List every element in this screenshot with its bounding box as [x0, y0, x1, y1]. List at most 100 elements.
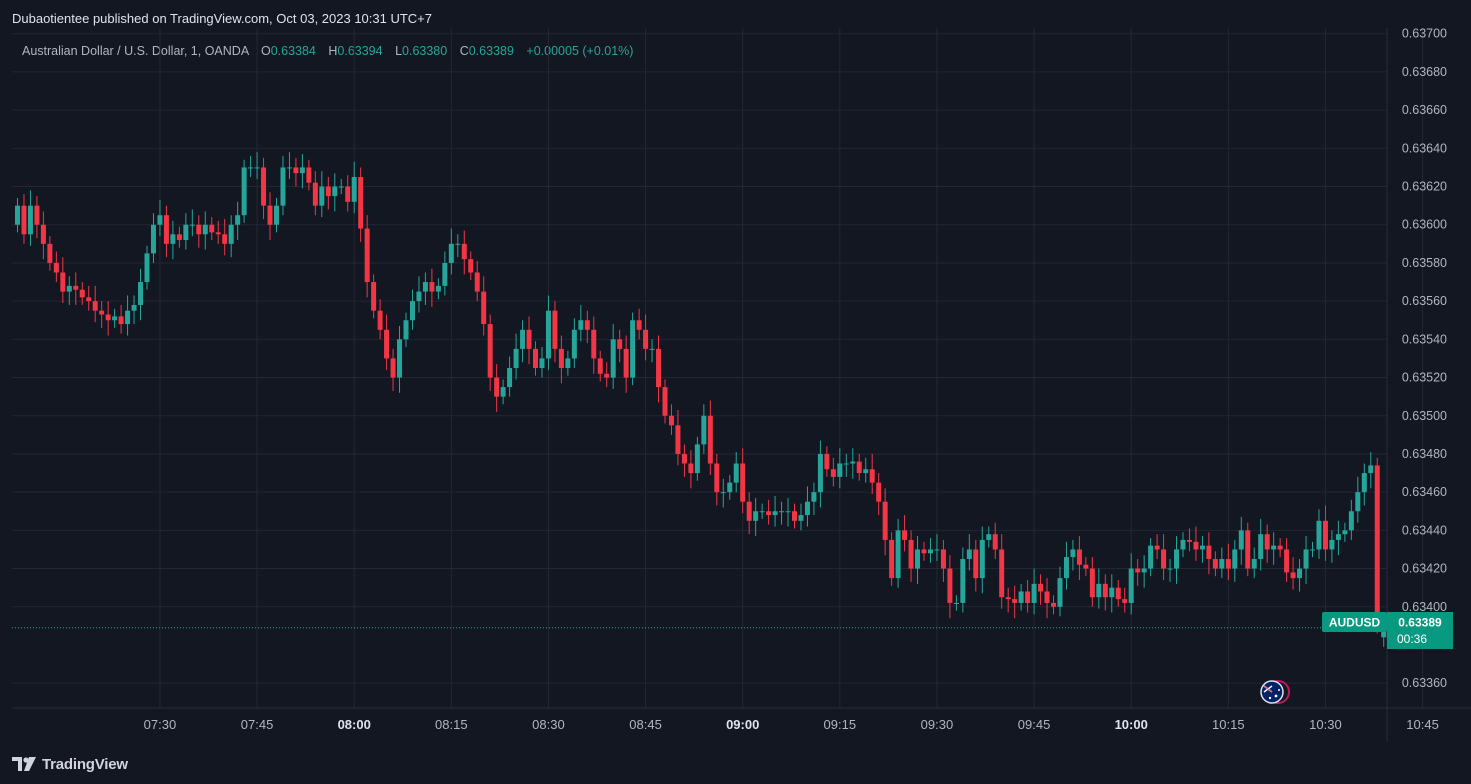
candle — [1044, 578, 1050, 619]
candle — [1031, 568, 1037, 615]
candle-body — [1141, 568, 1147, 573]
candle-body — [34, 205, 40, 225]
symbol-description[interactable]: Australian Dollar / U.S. Dollar, 1, OAND… — [22, 44, 249, 58]
candle — [1238, 516, 1244, 565]
candle — [1193, 526, 1199, 561]
candle-body — [604, 373, 610, 378]
candle — [1361, 463, 1367, 506]
candle-body — [1329, 539, 1335, 550]
candle — [21, 194, 27, 244]
candle — [882, 488, 888, 556]
candle-body — [908, 539, 914, 569]
symbol-tag-bg — [1322, 612, 1387, 632]
candle — [1141, 555, 1147, 588]
candle — [856, 453, 862, 481]
candle-body — [47, 243, 53, 263]
candle — [215, 220, 221, 244]
candle-body — [319, 186, 325, 206]
candle-body — [630, 320, 636, 378]
candle-body — [902, 530, 908, 540]
candle-body — [843, 463, 849, 465]
price-tick-label: 0.63700 — [1402, 27, 1447, 41]
candle — [940, 539, 946, 582]
candle — [455, 234, 461, 258]
price-tag-bg — [1387, 612, 1453, 649]
candle-body — [306, 167, 312, 183]
candle — [753, 497, 759, 537]
candle — [358, 167, 364, 242]
candle — [824, 446, 830, 477]
candle — [714, 453, 720, 506]
candle-body — [1381, 627, 1387, 638]
candle-body — [707, 415, 713, 464]
candle-body — [1361, 473, 1367, 493]
candle-body — [688, 463, 694, 474]
candle-body — [157, 215, 163, 225]
candle — [1277, 538, 1283, 558]
candle-body — [131, 304, 137, 311]
candle-body — [1128, 568, 1134, 603]
candle-body — [863, 469, 869, 474]
candle-body — [811, 492, 817, 502]
candle-body — [1335, 534, 1341, 540]
candle-body — [176, 234, 182, 241]
candle-body — [435, 285, 441, 292]
australia-flag-icon[interactable] — [1260, 680, 1290, 704]
candle-body — [429, 282, 435, 292]
candle — [131, 295, 137, 325]
candle-body — [1232, 549, 1238, 569]
tradingview-brand[interactable]: TradingView — [42, 755, 128, 773]
candle-body — [992, 534, 998, 550]
candle — [1025, 580, 1031, 613]
candle-body — [1258, 534, 1264, 560]
time-axis[interactable]: 07:30 07:45 08:00 08:15 08:30 08:45 09:00 09:15… — [144, 717, 1439, 732]
candle-body — [92, 301, 98, 311]
candle-body — [138, 282, 144, 305]
candle-body — [416, 291, 422, 302]
candle-body — [1212, 559, 1218, 569]
candle-body — [649, 348, 655, 350]
candle-body — [293, 167, 299, 174]
candle-body — [1057, 578, 1063, 607]
candle-body — [565, 358, 571, 368]
candle — [1109, 574, 1115, 613]
candle — [384, 314, 390, 370]
candle-body — [40, 224, 46, 244]
candle — [1303, 536, 1309, 584]
candle-body — [1012, 599, 1018, 603]
candle-body — [196, 224, 202, 235]
time-tick-label: 10:00 — [1115, 717, 1148, 732]
candle-body — [403, 320, 409, 340]
candle-body — [358, 176, 364, 229]
candle — [740, 448, 746, 514]
candle — [1342, 522, 1348, 542]
candle-body — [1251, 559, 1257, 569]
candle — [643, 314, 649, 361]
candle — [429, 268, 435, 307]
candle-body — [753, 511, 759, 521]
candle-body — [338, 186, 344, 188]
price-axis[interactable]: 0.63700 0.63680 0.63660 0.63640 0.63620 0.636… — [1402, 27, 1447, 690]
candle — [448, 228, 454, 275]
price-tick-label: 0.63500 — [1402, 409, 1447, 423]
candle-body — [746, 501, 752, 521]
price-tag-value: 0.63389 — [1398, 616, 1442, 630]
candle — [125, 295, 131, 336]
candle-body — [552, 310, 558, 349]
candle — [565, 350, 571, 376]
candle-body — [1089, 568, 1095, 598]
candle-body — [934, 549, 940, 551]
candle — [681, 444, 687, 477]
candle-body — [1225, 559, 1231, 569]
candle-body — [125, 310, 131, 325]
candle-body — [371, 282, 377, 311]
candle-body — [1271, 545, 1277, 550]
candle — [759, 503, 765, 519]
candle — [235, 201, 241, 241]
candle-body — [202, 224, 208, 235]
candle — [312, 171, 318, 216]
candle-body — [940, 549, 946, 569]
candle-body — [170, 234, 176, 244]
high-label: H — [328, 44, 338, 58]
